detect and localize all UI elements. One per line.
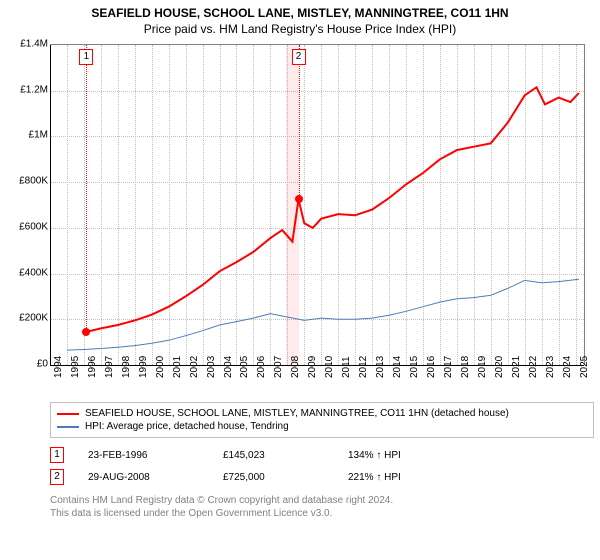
legend-swatch (57, 426, 79, 428)
marker-dot (295, 195, 303, 203)
footer-line-1: Contains HM Land Registry data © Crown c… (50, 494, 580, 507)
series-hpi_tendring (67, 279, 579, 350)
sale-price: £725,000 (223, 472, 348, 483)
sale-date: 23-FEB-1996 (88, 450, 223, 461)
legend-item: HPI: Average price, detached house, Tend… (57, 420, 587, 433)
legend-label: SEAFIELD HOUSE, SCHOOL LANE, MISTLEY, MA… (85, 408, 509, 419)
legend-swatch (57, 413, 79, 415)
footer-line-2: This data is licensed under the Open Gov… (50, 507, 580, 520)
y-tick-label: £200K (0, 313, 48, 324)
sale-price: £145,023 (223, 450, 348, 461)
sale-row: 2 29-AUG-2008£725,000221% ↑ HPI (50, 466, 580, 488)
y-tick-label: £1.4M (0, 39, 48, 50)
marker-box: 2 (292, 49, 306, 65)
marker-box: 1 (79, 49, 93, 65)
chart-subtitle: Price paid vs. HM Land Registry's House … (0, 20, 600, 40)
y-tick-label: £0 (0, 359, 48, 370)
series-svg (50, 45, 584, 365)
sales-table: 1 23-FEB-1996£145,023134% ↑ HPI 2 29-AUG-20… (50, 444, 580, 488)
marker-vline (86, 45, 87, 332)
legend-item: SEAFIELD HOUSE, SCHOOL LANE, MISTLEY, MA… (57, 407, 587, 420)
sale-pct: 134% ↑ HPI (348, 450, 468, 461)
series-subject_property (86, 87, 579, 332)
y-tick-label: £1.2M (0, 84, 48, 95)
plot-area: 12 (50, 44, 585, 365)
sale-marker-icon: 1 (50, 447, 64, 463)
sale-marker-icon: 2 (50, 469, 64, 485)
y-tick-label: £400K (0, 267, 48, 278)
figure-root: SEAFIELD HOUSE, SCHOOL LANE, MISTLEY, MA… (0, 0, 600, 560)
footer: Contains HM Land Registry data © Crown c… (50, 494, 580, 520)
legend: SEAFIELD HOUSE, SCHOOL LANE, MISTLEY, MA… (50, 402, 594, 438)
sale-pct: 221% ↑ HPI (348, 472, 468, 483)
sale-date: 29-AUG-2008 (88, 472, 223, 483)
y-tick-label: £600K (0, 221, 48, 232)
legend-label: HPI: Average price, detached house, Tend… (85, 421, 289, 432)
y-tick-label: £1M (0, 130, 48, 141)
marker-vline (299, 45, 300, 199)
chart-area: 12 £0£200K£400K£600K£800K£1M£1.2M£1.4M 1… (40, 40, 600, 400)
marker-dot (82, 328, 90, 336)
chart-title: SEAFIELD HOUSE, SCHOOL LANE, MISTLEY, MA… (0, 0, 600, 20)
y-tick-label: £800K (0, 176, 48, 187)
x-tick-label: 2025 (579, 356, 600, 378)
sale-row: 1 23-FEB-1996£145,023134% ↑ HPI (50, 444, 580, 466)
